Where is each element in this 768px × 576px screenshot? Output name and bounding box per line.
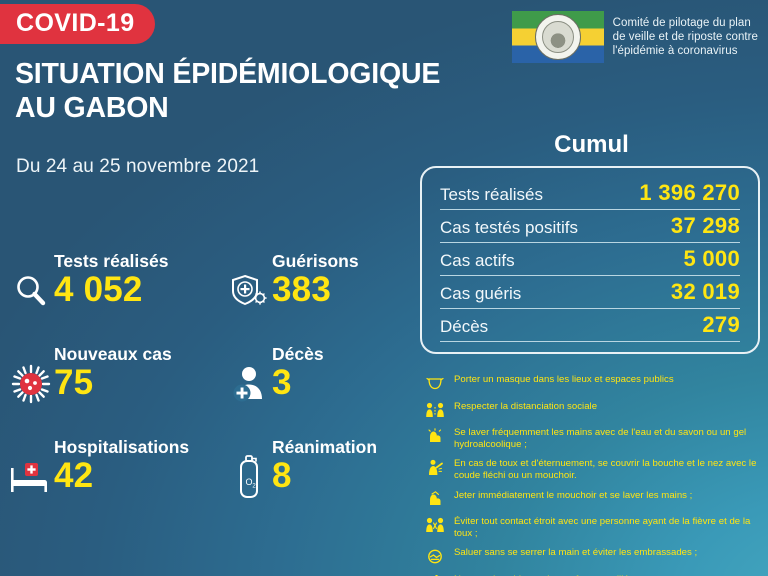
cumul-row: Cas guéris 32 019 xyxy=(440,276,740,309)
cumul-value: 5 000 xyxy=(683,246,740,271)
prevention-text: Saluer sans se serrer la main et éviter … xyxy=(454,547,698,559)
cumul-value: 279 xyxy=(702,312,740,337)
stat-label: Guérisons xyxy=(272,251,359,271)
cumul-title: Cumul xyxy=(554,131,629,158)
stat-label: Nouveaux cas xyxy=(54,344,172,364)
person-cross-icon xyxy=(226,355,272,413)
cumul-label: Cas guéris xyxy=(440,284,522,303)
cumul-label: Cas actifs xyxy=(440,251,515,270)
stat-nouveaux-cas: Nouveaux cas 75 xyxy=(8,343,226,436)
shield-cross-virus-icon xyxy=(226,262,272,320)
seal-icon xyxy=(534,14,581,60)
prevention-text: Éviter tout contact étroit avec une pers… xyxy=(454,516,751,539)
organization-logo-block: Comité de pilotage du plan de veille et … xyxy=(511,11,758,63)
cumul-label: Décès xyxy=(440,317,489,336)
stat-guerisons: Guérisons 383 xyxy=(226,250,408,343)
magnifier-icon xyxy=(8,262,54,320)
oxygen-tank-icon: O 2 xyxy=(226,448,272,506)
prevention-item: Nettoyer les objets et les surfaces soui… xyxy=(424,572,768,576)
prevention-item: Porter un masque dans les lieux et espac… xyxy=(424,372,768,393)
prevention-text: Se laver fréquemment les mains avec de l… xyxy=(454,427,747,450)
page-title: SITUATION ÉPIDÉMIOLOGIQUE AU GABON xyxy=(15,58,440,125)
organization-name: Comité de pilotage du plan de veille et … xyxy=(613,16,758,58)
cumul-label: Cas testés positifs xyxy=(440,218,578,237)
prevention-item: Éviter tout contact étroit avec une pers… xyxy=(424,514,768,540)
stat-reanimation: O 2 Réanimation 8 xyxy=(226,436,408,529)
page-title-line2: AU GABON xyxy=(15,91,169,124)
cumul-label: Tests réalisés xyxy=(440,185,543,204)
coronavirus-icon xyxy=(8,355,54,413)
organization-name-line2: de veille et de riposte contre xyxy=(612,30,758,43)
prevention-item: Saluer sans se serrer la main et éviter … xyxy=(424,545,768,566)
seal-inner-emblem xyxy=(541,21,574,53)
cumul-value: 37 298 xyxy=(670,213,740,238)
stat-value: 8 xyxy=(272,456,292,496)
cumul-value: 1 396 270 xyxy=(639,180,740,205)
page-title-line1: SITUATION ÉPIDÉMIOLOGIQUE xyxy=(15,58,441,90)
stat-label: Tests réalisés xyxy=(54,251,169,271)
covid-badge: COVID-19 xyxy=(0,4,155,44)
stat-label: Réanimation xyxy=(272,437,378,457)
prevention-text: Nettoyer les objets et les surfaces soui… xyxy=(454,572,636,576)
stat-hospitalisations: Hospitalisations 42 xyxy=(8,436,226,529)
stat-value: 3 xyxy=(272,363,292,403)
cumul-row: Cas testés positifs 37 298 xyxy=(440,210,740,243)
cough-elbow-icon xyxy=(424,457,446,477)
stat-value: 42 xyxy=(54,456,94,496)
stat-value: 4 052 xyxy=(54,270,143,310)
cumul-row: Décès 279 xyxy=(440,309,740,342)
no-handshake-icon xyxy=(424,546,446,566)
avoid-contact-icon xyxy=(424,515,446,535)
daily-stats-grid: Tests réalisés 4 052 xyxy=(8,250,408,529)
cumul-row: Tests réalisés 1 396 270 xyxy=(440,177,740,210)
prevention-item: Respecter la distanciation sociale xyxy=(424,399,768,420)
cumul-panel: Tests réalisés 1 396 270 Cas testés posi… xyxy=(420,166,760,354)
prevention-item: Jeter immédiatement le mouchoir et se la… xyxy=(424,488,768,509)
prevention-list: Porter un masque dans les lieux et espac… xyxy=(424,372,768,576)
stat-label: Hospitalisations xyxy=(54,437,190,457)
discard-tissue-icon xyxy=(424,489,446,509)
prevention-text: Respecter la distanciation sociale xyxy=(454,400,598,412)
stat-value: 383 xyxy=(272,270,331,310)
svg-text:2: 2 xyxy=(252,484,256,490)
organization-name-line1: Comité de pilotage du plan xyxy=(612,16,751,29)
date-range: Du 24 au 25 novembre 2021 xyxy=(16,156,260,177)
prevention-text: Jeter immédiatement le mouchoir et se la… xyxy=(454,489,693,501)
wash-hands-icon xyxy=(424,426,446,446)
prevention-text: Porter un masque dans les lieux et espac… xyxy=(454,374,674,385)
gabon-flag-icon xyxy=(511,11,604,63)
stat-deces: Décès 3 xyxy=(226,343,408,436)
prevention-item: En cas de toux et d'éternuement, se couv… xyxy=(424,456,768,482)
organization-name-line3: l'épidémie à coronavirus xyxy=(612,45,738,57)
svg-text:O: O xyxy=(245,477,252,487)
prevention-text: En cas de toux et d'éternuement, se couv… xyxy=(454,458,757,482)
social-distance-icon xyxy=(424,400,446,420)
prevention-item: Se laver fréquemment les mains avec de l… xyxy=(424,425,768,451)
stat-label: Décès xyxy=(272,344,324,364)
face-mask-icon xyxy=(424,373,446,393)
stat-tests-realises: Tests réalisés 4 052 xyxy=(8,250,226,343)
stat-value: 75 xyxy=(54,363,94,403)
hospital-bed-icon xyxy=(8,448,54,506)
cumul-value: 32 019 xyxy=(670,279,740,304)
cumul-row: Cas actifs 5 000 xyxy=(440,243,740,276)
